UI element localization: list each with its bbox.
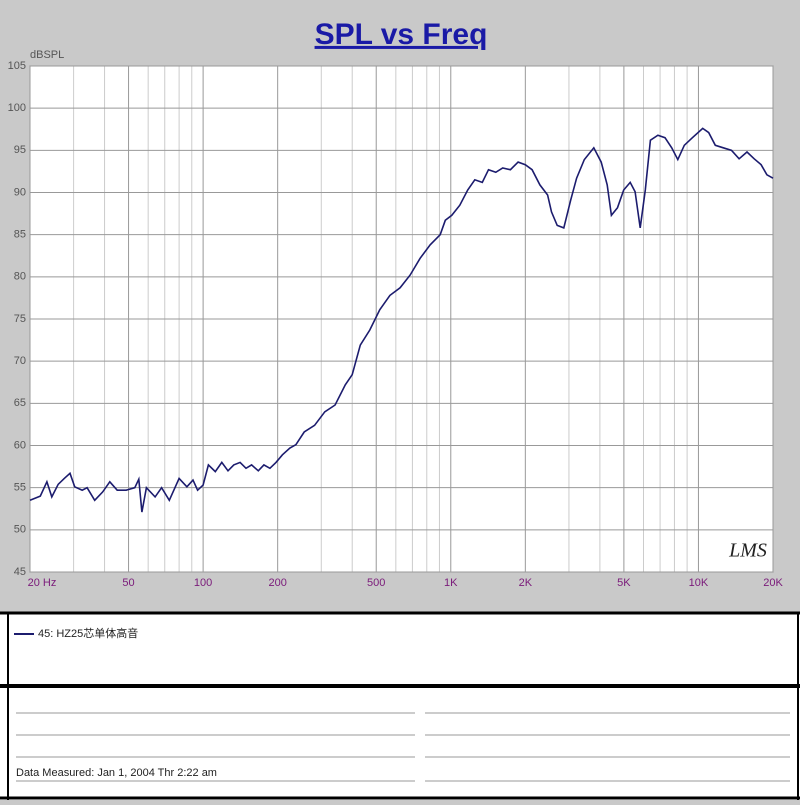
y-tick-label: 70 bbox=[14, 355, 26, 367]
y-tick-label: 105 bbox=[8, 60, 26, 72]
x-tick-label: 500 bbox=[367, 577, 385, 589]
y-tick-label: 55 bbox=[14, 482, 26, 494]
y-tick-label: 80 bbox=[14, 271, 26, 283]
x-tick-label: 100 bbox=[194, 577, 212, 589]
date-measured: Data Measured: Jan 1, 2004 Thr 2:22 am bbox=[16, 767, 217, 779]
legend-label: 45: HZ25芯单体高音 bbox=[38, 626, 138, 640]
y-tick-label: 60 bbox=[14, 439, 26, 451]
spl-line bbox=[29, 127, 774, 513]
x-tick-label: 5K bbox=[617, 577, 631, 589]
x-tick-label: 200 bbox=[268, 577, 286, 589]
y-tick-label: 45 bbox=[14, 566, 26, 578]
x-tick-label: 20K bbox=[763, 577, 783, 589]
info-panel bbox=[0, 612, 800, 800]
y-tick-label: 50 bbox=[14, 524, 26, 536]
y-tick-label: 75 bbox=[14, 313, 26, 325]
y-tick-label: 90 bbox=[14, 186, 26, 198]
x-tick-label: 1K bbox=[444, 577, 458, 589]
x-tick-label: 2K bbox=[519, 577, 533, 589]
y-tick-label: 95 bbox=[14, 144, 26, 156]
y-tick-label: 65 bbox=[14, 397, 26, 409]
y-axis-label: dBSPL bbox=[30, 49, 64, 61]
x-tick-label: 50 bbox=[122, 577, 134, 589]
x-tick-label: 10K bbox=[689, 577, 709, 589]
form-lines bbox=[16, 712, 790, 782]
x-tick-label: 20 Hz bbox=[28, 577, 57, 589]
watermark: LMS bbox=[728, 540, 767, 562]
y-tick-label: 100 bbox=[8, 102, 26, 114]
chart-title: SPL vs Freq bbox=[315, 18, 488, 51]
y-tick-label: 85 bbox=[14, 229, 26, 241]
